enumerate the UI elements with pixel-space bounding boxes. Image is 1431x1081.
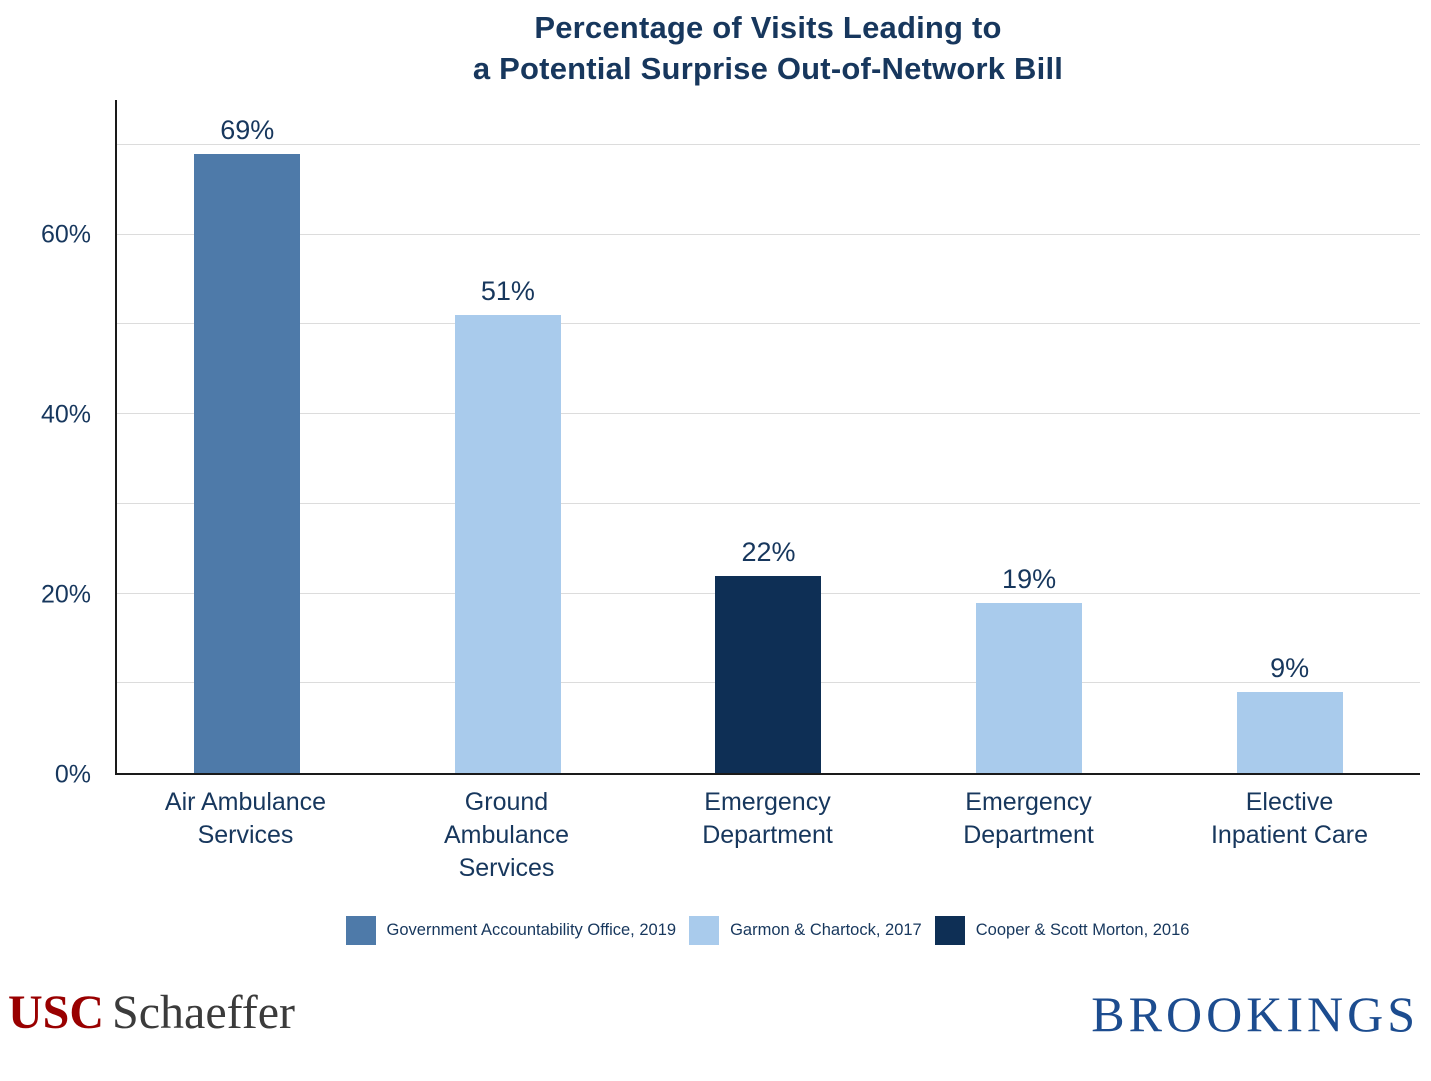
chart-title: Percentage of Visits Leading to a Potent… [115,8,1421,90]
bar-slot: 22% [638,100,899,773]
x-category-label: Emergency Department [963,788,1094,849]
bar-slot: 51% [378,100,639,773]
bar-3 [715,575,822,773]
bar-4 [976,602,1083,773]
bar-slot: 9% [1159,100,1420,773]
bars-container: 69% 51% 22% 19% 9% [117,100,1420,773]
bar-value-label: 22% [741,536,796,567]
legend-swatch [345,916,376,945]
gridline [117,143,1420,145]
legend-swatch [689,916,720,945]
bar-value-label: 19% [1002,563,1057,594]
bar-1 [194,153,301,773]
usc-logo-text: USC [8,986,105,1039]
bar-slot: 19% [899,100,1160,773]
x-category-label: Ground Ambulance Services [443,788,570,882]
legend-label: Cooper & Scott Morton, 2016 [975,921,1190,939]
schaeffer-logo-text: Schaeffer [112,986,296,1039]
bar-slot: 69% [117,100,378,773]
gridline [117,323,1420,325]
y-tick-label: 40% [40,400,91,429]
legend-item: Government Accountability Office, 2019 [345,916,677,945]
legend: Government Accountability Office, 2019 Ga… [115,916,1420,945]
brookings-logo: BROOKINGS [1091,986,1419,1042]
legend-swatch [934,916,965,945]
bar-5 [1236,692,1343,773]
usc-schaeffer-logo: USC Schaeffer [8,985,295,1040]
y-tick-label: 20% [40,580,91,609]
gridline [117,413,1420,415]
y-tick-label: 60% [40,220,91,249]
bar-2 [454,315,561,773]
x-category-label: Air Ambulance Services [164,788,327,849]
y-tick-label: 0% [54,760,91,789]
chart-title-line-2: a Potential Surprise Out-of-Network Bill [472,50,1064,86]
x-axis-category-labels: Air Ambulance Services Ground Ambulance S… [115,786,1420,885]
legend-label: Government Accountability Office, 2019 [386,921,677,939]
gridline [117,502,1420,504]
gridline [117,233,1420,235]
bar-value-label: 69% [220,114,275,145]
x-category-label: Elective Inpatient Care [1210,788,1369,849]
legend-item: Garmon & Chartock, 2017 [689,916,922,945]
bar-value-label: 51% [480,276,535,307]
x-category-label: Emergency Department [702,788,833,849]
bar-value-label: 9% [1270,653,1310,684]
legend-item: Cooper & Scott Morton, 2016 [934,916,1190,945]
plot-area: 69% 51% 22% 19% 9% [115,100,1420,775]
chart-title-line-1: Percentage of Visits Leading to [534,10,1002,45]
y-axis: 0% 20% 40% 60% [0,100,103,789]
legend-label: Garmon & Chartock, 2017 [730,921,922,939]
